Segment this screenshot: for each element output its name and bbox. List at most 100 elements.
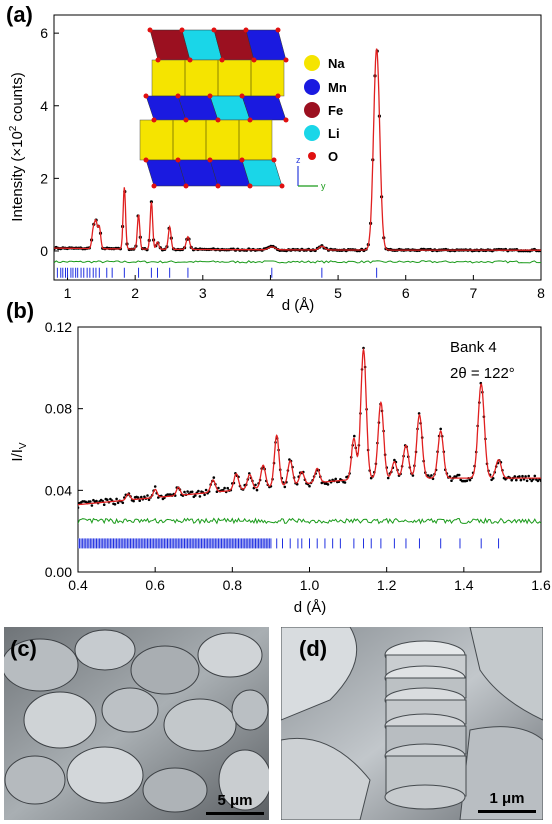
observed-point bbox=[530, 479, 533, 483]
panel-b-x-label: d (Å) bbox=[294, 599, 327, 616]
panel-a: (a) 1 2 3 4 5 6 7 8 0 2 4 6 d (Å) Intensity (×102 … bbox=[6, 2, 545, 314]
observed-point bbox=[533, 474, 537, 478]
legend-label-o: O bbox=[328, 149, 338, 164]
panel-a-x-label: d (Å) bbox=[282, 297, 315, 314]
observed-point bbox=[539, 479, 541, 483]
observed-point bbox=[186, 490, 189, 493]
bragg-reflection-ticks bbox=[78, 538, 500, 549]
observed-point bbox=[510, 478, 513, 482]
observed-point bbox=[468, 478, 472, 482]
observed-point bbox=[283, 485, 287, 489]
x-tick-label: 1.6 bbox=[531, 577, 551, 593]
observed-point bbox=[326, 483, 330, 486]
observed-point bbox=[215, 490, 219, 494]
x-tick-label: 0.4 bbox=[68, 577, 88, 593]
x-tick-label: 1.2 bbox=[377, 577, 397, 593]
observed-point bbox=[140, 495, 143, 499]
observed-point bbox=[465, 479, 469, 483]
legend-swatch-na bbox=[304, 55, 320, 71]
observed-point bbox=[113, 503, 117, 506]
legend-swatch-fe bbox=[304, 102, 320, 118]
observed-point bbox=[194, 494, 197, 497]
legend-swatch-o bbox=[308, 152, 316, 160]
panel-a-y-label: Intensity (×102 counts) bbox=[8, 72, 26, 221]
observed-point bbox=[223, 486, 226, 490]
observed-point bbox=[121, 501, 125, 505]
calculated-fit-line bbox=[78, 347, 541, 506]
observed-point bbox=[78, 506, 80, 509]
observed-point bbox=[147, 498, 151, 502]
observed-point bbox=[95, 499, 98, 503]
x-tick-label: 5 bbox=[334, 285, 342, 301]
panel-b: (b) 0.4 0.6 0.8 1.0 1.2 1.4 1.6 0.000.040.080.… bbox=[6, 298, 551, 616]
x-tick-label: 7 bbox=[469, 285, 477, 301]
scale-label-d: 1 μm bbox=[489, 790, 524, 807]
crystal-structure-inset: z y bbox=[139, 27, 326, 191]
x-tick-label: 0.6 bbox=[145, 577, 165, 593]
observed-point bbox=[515, 478, 518, 482]
legend-swatch-li bbox=[304, 125, 320, 141]
panel-label-a: (a) bbox=[6, 2, 33, 27]
observed-point bbox=[226, 486, 229, 490]
inset-axis-y: y bbox=[321, 181, 326, 191]
observed-point bbox=[525, 479, 529, 483]
observed-point bbox=[102, 503, 106, 507]
element-legend: Na Mn Fe Li O bbox=[304, 55, 347, 164]
y-tick-label: 0.08 bbox=[45, 401, 72, 417]
scale-bar-c bbox=[206, 812, 264, 815]
observed-point bbox=[518, 475, 521, 478]
panel-b-x-ticks: 0.4 0.6 0.8 1.0 1.2 1.4 1.6 bbox=[68, 567, 551, 593]
scale-bar-d bbox=[478, 810, 536, 813]
x-tick-label: 1.4 bbox=[454, 577, 474, 593]
observed-point bbox=[536, 479, 540, 483]
sem-particles-c bbox=[4, 629, 269, 813]
observed-point bbox=[198, 495, 202, 498]
observed-point bbox=[217, 486, 220, 490]
calculated-fit-line bbox=[54, 48, 541, 251]
observed-point bbox=[527, 474, 530, 478]
panel-label-c: (c) bbox=[10, 636, 37, 661]
observed-point bbox=[183, 490, 186, 494]
panel-b-y-label: I/IV bbox=[9, 442, 29, 462]
panel-c-sem-image: (c) 5 μm bbox=[4, 627, 269, 820]
observed-point bbox=[427, 474, 430, 477]
panel-label-b: (b) bbox=[6, 298, 34, 323]
bragg-reflection-ticks bbox=[56, 267, 378, 278]
observed-point bbox=[386, 476, 390, 480]
observed-point bbox=[197, 489, 200, 493]
y-tick-label: 4 bbox=[40, 98, 48, 114]
observed-point bbox=[138, 499, 141, 503]
observed-point bbox=[190, 490, 194, 494]
x-tick-label: 1.0 bbox=[300, 577, 320, 593]
observed-point bbox=[254, 483, 257, 487]
legend-label-fe: Fe bbox=[328, 103, 343, 118]
bank-label: Bank 4 bbox=[450, 339, 497, 356]
panel-b-plot-area bbox=[78, 346, 541, 549]
observed-point bbox=[212, 476, 216, 479]
observed-point bbox=[132, 499, 135, 503]
observed-point bbox=[343, 481, 347, 484]
panel-b-frame bbox=[77, 326, 542, 573]
legend-label-na: Na bbox=[328, 56, 345, 71]
observed-point bbox=[439, 427, 443, 431]
panel-a-plot-area bbox=[54, 48, 541, 278]
panel-b-y-ticks: 0.00 0.04 0.08 0.12 bbox=[45, 319, 83, 580]
observed-point bbox=[149, 200, 153, 204]
observed-point bbox=[89, 500, 92, 503]
panel-d-sem-image: (d) 1 μm bbox=[281, 627, 543, 820]
difference-curve bbox=[54, 260, 541, 264]
y-tick-label: 6 bbox=[40, 25, 48, 41]
observed-point bbox=[411, 474, 415, 477]
observed-point bbox=[393, 458, 396, 462]
x-tick-label: 2 bbox=[131, 285, 139, 301]
observed-point bbox=[109, 497, 112, 501]
y-tick-label: 0.00 bbox=[45, 564, 72, 580]
observed-point bbox=[136, 496, 140, 499]
y-tick-label: 2 bbox=[40, 170, 48, 186]
observed-point bbox=[519, 478, 523, 482]
observed-point bbox=[521, 474, 524, 478]
observed-point bbox=[255, 488, 259, 492]
observed-point bbox=[106, 498, 109, 502]
panel-a-frame bbox=[53, 14, 542, 281]
panel-a-y-ticks: 0 2 4 6 bbox=[40, 25, 59, 259]
